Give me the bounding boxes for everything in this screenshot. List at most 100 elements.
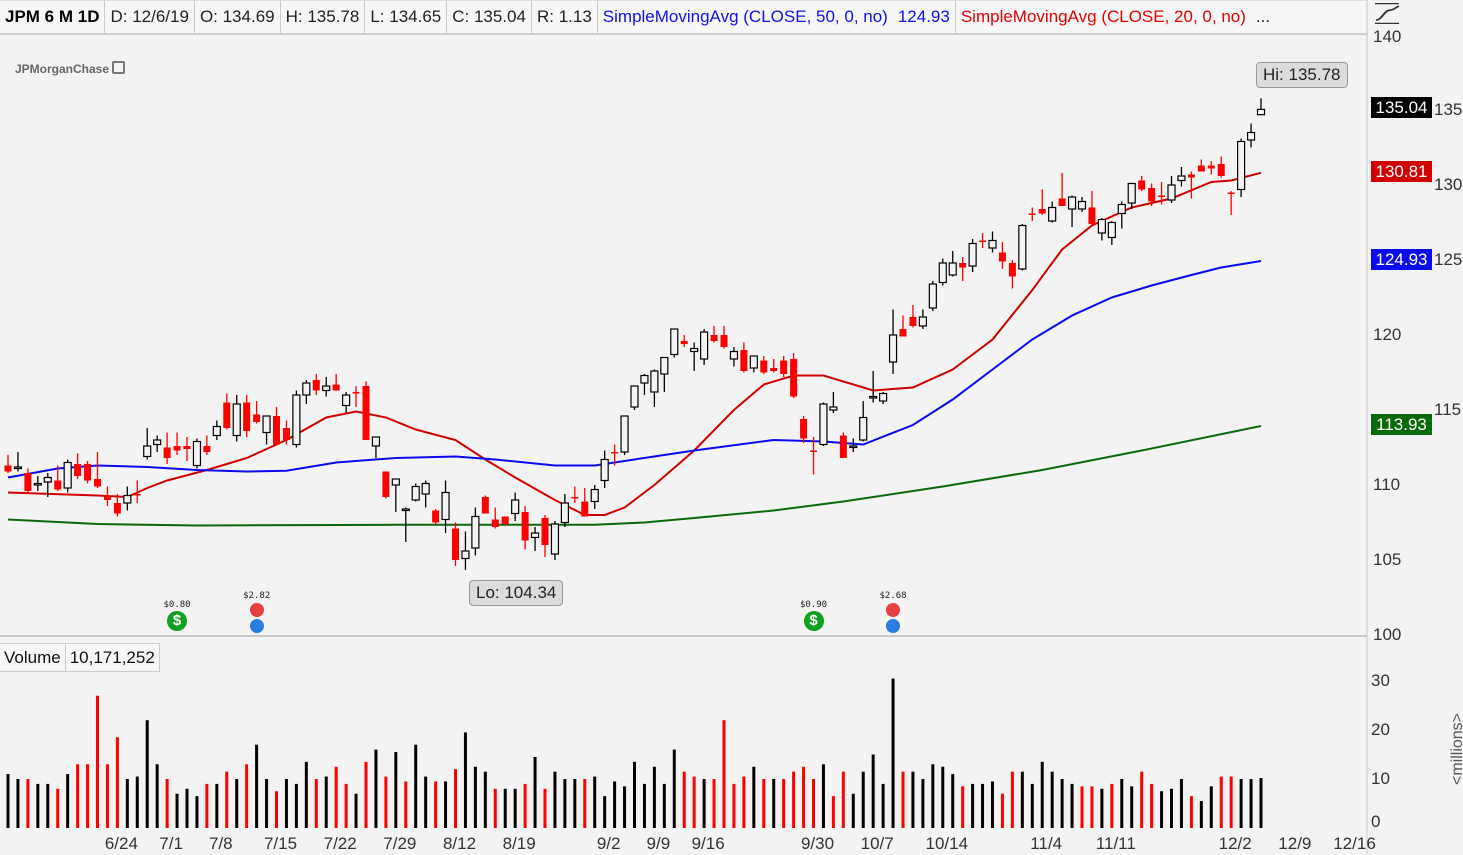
- candle-body: [1067, 196, 1077, 210]
- candle-body: [113, 503, 121, 514]
- candle: [183, 437, 191, 461]
- candle: [1197, 159, 1205, 172]
- candle: [541, 515, 549, 557]
- candle: [849, 438, 858, 452]
- candle-body: [1227, 192, 1235, 194]
- dividend-value: $0.80: [163, 600, 191, 610]
- candle: [1256, 98, 1266, 116]
- conference-call-icon[interactable]: [249, 619, 264, 633]
- volume-bar: [961, 786, 965, 828]
- volume-bar: [821, 764, 825, 828]
- dividend-icon[interactable]: $: [167, 611, 188, 631]
- candle-body: [401, 508, 410, 512]
- volume-bar: [553, 771, 557, 828]
- candle: [829, 392, 838, 413]
- earnings-value: $2.82: [243, 591, 271, 601]
- candle-body: [63, 461, 72, 489]
- volume-bar: [105, 764, 109, 828]
- volume-bar: [364, 761, 368, 828]
- sma20-label[interactable]: SimpleMovingAvg (CLOSE, 20, 0, no): [960, 7, 1246, 26]
- candle: [1018, 224, 1027, 271]
- candle-body: [461, 550, 470, 560]
- price-axis-tick: 140: [1373, 27, 1402, 46]
- volume-bar: [225, 771, 229, 828]
- volume-bar: [772, 779, 776, 828]
- candle: [511, 492, 520, 521]
- candle: [212, 420, 221, 440]
- volume-bar: [812, 779, 815, 828]
- volume-bar: [1189, 796, 1193, 828]
- candle: [879, 392, 888, 404]
- conference-call-icon[interactable]: [886, 619, 901, 633]
- volume-bar: [941, 766, 945, 828]
- more-button[interactable]: ...: [1255, 7, 1271, 26]
- low-annotation: Lo: 104.34: [469, 580, 564, 606]
- volume-bar: [185, 788, 189, 828]
- candle: [690, 342, 699, 371]
- candle: [620, 415, 629, 455]
- candle-body: [590, 488, 599, 503]
- candle-body: [511, 499, 520, 515]
- candle-body: [859, 416, 868, 441]
- candle: [630, 385, 639, 410]
- volume-bar: [1259, 778, 1263, 828]
- low-value: L: 134.65: [365, 1, 448, 33]
- high-value: H: 135.78: [281, 1, 366, 33]
- candle: [521, 506, 529, 550]
- volume-bar: [503, 788, 507, 828]
- volume-bar: [1110, 783, 1114, 828]
- sma50-value: 124.93: [893, 1, 956, 33]
- volume-axis-label: <millions>: [1449, 712, 1463, 786]
- candle-body: [491, 519, 499, 527]
- candle: [581, 488, 589, 517]
- candle: [1097, 218, 1106, 241]
- volume-bar: [802, 766, 806, 828]
- candle-body: [948, 262, 957, 276]
- candle-body: [700, 331, 709, 360]
- candle-body: [74, 464, 82, 476]
- candle: [74, 453, 82, 479]
- earnings-icon[interactable]: [886, 603, 901, 617]
- date-axis-tick: 11/11: [1095, 834, 1136, 853]
- candle-body: [650, 370, 659, 393]
- candle-body: [710, 335, 718, 341]
- volume-bar: [1150, 783, 1154, 828]
- candle-body: [938, 262, 947, 284]
- candle: [530, 527, 540, 551]
- earnings-icon[interactable]: [249, 603, 264, 617]
- volume-bar: [1209, 786, 1213, 828]
- sma50-label[interactable]: SimpleMovingAvg (CLOSE, 50, 0, no): [602, 7, 888, 26]
- jpmorgan-chase-logo: JPMorganChase: [15, 61, 126, 76]
- volume-bar: [672, 749, 676, 828]
- volume-bar: [573, 779, 577, 828]
- volume-bar: [652, 766, 656, 828]
- volume-bar: [1239, 779, 1243, 828]
- dividend-icon[interactable]: $: [803, 611, 824, 631]
- symbol-label[interactable]: JPM 6 M 1D: [0, 1, 106, 33]
- date-axis-tick: 9/9: [646, 834, 671, 853]
- volume-bar: [1050, 771, 1054, 828]
- candle-body: [630, 385, 639, 408]
- candle: [560, 494, 569, 527]
- candle: [133, 480, 141, 503]
- candle: [1107, 221, 1116, 245]
- candle-body: [550, 523, 560, 555]
- candle: [1127, 182, 1136, 209]
- candle: [700, 329, 709, 365]
- chart-style-icon[interactable]: [1372, 2, 1402, 25]
- volume-bar: [175, 793, 179, 828]
- candle: [600, 450, 609, 488]
- date-axis-tick: 7/29: [383, 834, 417, 853]
- candle-body: [530, 532, 540, 539]
- candle: [332, 374, 340, 391]
- volume-bar: [861, 771, 865, 828]
- candle-body: [54, 480, 62, 490]
- volume-bar: [424, 776, 428, 828]
- candle-body: [253, 414, 261, 422]
- candle: [253, 401, 261, 424]
- candle: [371, 436, 381, 458]
- price-axis-tick: 105: [1373, 550, 1402, 569]
- volume-bar: [145, 720, 149, 828]
- candle-body: [521, 512, 529, 541]
